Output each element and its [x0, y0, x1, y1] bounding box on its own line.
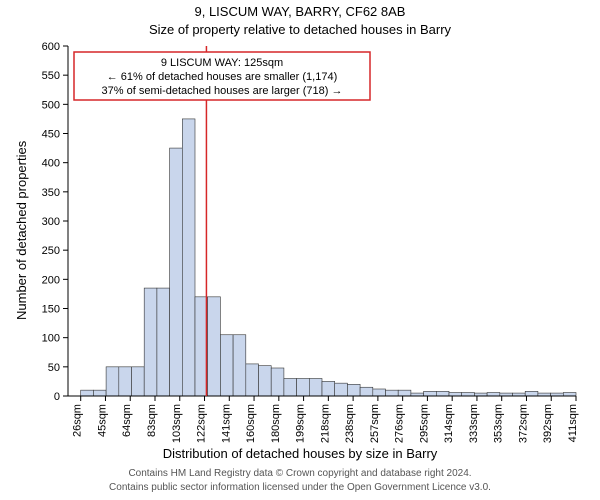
x-tick-label: 353sqm	[493, 404, 505, 443]
chart-container: { "chart": { "type": "histogram", "title…	[0, 0, 600, 500]
x-tick-label: 180sqm	[270, 404, 282, 443]
y-tick-label: 550	[42, 70, 60, 82]
y-tick-label: 150	[42, 304, 60, 316]
histogram-bar	[462, 393, 475, 397]
histogram-bar	[373, 389, 386, 396]
x-tick-label: 141sqm	[220, 404, 232, 443]
x-tick-label: 392sqm	[542, 404, 554, 443]
histogram-bar	[398, 390, 411, 396]
y-tick-label: 450	[42, 129, 60, 141]
y-tick-label: 250	[42, 245, 60, 257]
histogram-bar	[220, 335, 233, 396]
chart-svg: 0 50 100 150 200 250 300 350 400 450 500 550 600 26sq…	[0, 0, 600, 500]
histogram-bar	[119, 367, 132, 396]
x-tick-label: 199sqm	[295, 404, 307, 443]
x-tick-label: 295sqm	[418, 404, 430, 443]
histogram-bar	[525, 391, 538, 396]
y-tick-label: 500	[42, 99, 60, 111]
histogram-bar	[424, 391, 437, 396]
histogram-bar	[487, 393, 500, 397]
y-tick-label: 0	[54, 391, 60, 403]
x-tick-label: 103sqm	[171, 404, 183, 443]
histogram-bar	[347, 384, 360, 396]
histogram-bar	[106, 367, 119, 396]
x-tick-label: 64sqm	[121, 404, 133, 437]
annotation-line1: 9 LISCUM WAY: 125sqm	[161, 57, 283, 69]
y-tick-label: 300	[42, 216, 60, 228]
y-tick-label: 350	[42, 187, 60, 199]
histogram-bar	[259, 366, 272, 396]
x-tick-label: 238sqm	[344, 404, 356, 443]
x-tick-label: 314sqm	[443, 404, 455, 443]
histogram-bar	[170, 148, 183, 396]
histogram-bar	[284, 379, 297, 397]
histogram-bar	[233, 335, 246, 396]
histogram-bar	[449, 393, 462, 397]
x-tick-label: 218sqm	[319, 404, 331, 443]
histogram-bar	[157, 288, 170, 396]
y-tick-label: 600	[42, 41, 60, 53]
histogram-bar	[144, 288, 157, 396]
x-tick-label: 257sqm	[369, 404, 381, 443]
x-tick-label: 411sqm	[567, 404, 579, 442]
x-tick-label: 333sqm	[468, 404, 480, 443]
x-tick-label: 160sqm	[245, 404, 257, 443]
histogram-bar	[386, 390, 399, 396]
annotation-line2: ← 61% of detached houses are smaller (1,…	[107, 71, 338, 83]
histogram-bar	[563, 393, 576, 397]
histogram-bar	[360, 387, 373, 396]
attribution-line1: Contains HM Land Registry data © Crown c…	[0, 468, 600, 479]
histogram-bar	[132, 367, 145, 396]
histogram-bar	[182, 119, 195, 396]
histogram-bar	[309, 379, 322, 397]
x-tick-label: 45sqm	[96, 404, 108, 437]
x-tick-label: 122sqm	[196, 404, 208, 443]
y-tick-label: 200	[42, 274, 60, 286]
x-tick-label: 372sqm	[517, 404, 529, 443]
x-axis-label: Distribution of detached houses by size …	[0, 446, 600, 461]
histogram-bar	[93, 390, 106, 396]
histogram-bar	[322, 381, 335, 396]
y-tick-label: 400	[42, 158, 60, 170]
histogram-bar	[271, 368, 284, 396]
histogram-bar	[81, 390, 94, 396]
attribution-line2: Contains public sector information licen…	[0, 482, 600, 493]
x-tick-label: 26sqm	[72, 404, 84, 437]
y-tick-label: 50	[48, 362, 60, 374]
histogram-bar	[335, 383, 348, 396]
x-tick-label: 83sqm	[146, 404, 158, 437]
histogram-bar	[297, 379, 310, 397]
histogram-bar	[436, 391, 449, 396]
histogram-bar	[246, 364, 259, 396]
x-tick-label: 276sqm	[394, 404, 406, 443]
annotation-line3: 37% of semi-detached houses are larger (…	[102, 85, 343, 97]
histogram-bar	[208, 297, 221, 396]
y-tick-label: 100	[42, 333, 60, 345]
